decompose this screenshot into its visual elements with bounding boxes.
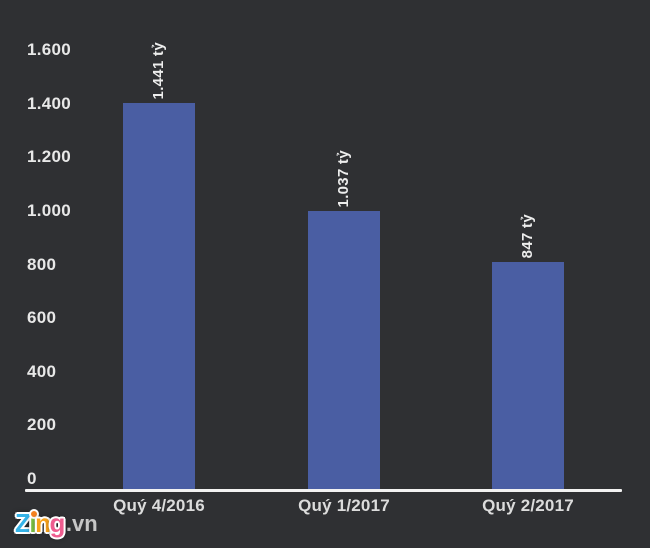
- y-axis-tick-label: 1.200: [27, 147, 72, 167]
- x-axis-label: Quý 1/2017: [298, 496, 390, 515]
- y-axis-tick-label: 600: [27, 308, 57, 328]
- logo-letter: g: [49, 508, 66, 538]
- y-axis-tick-label: 200: [27, 415, 57, 435]
- bar: [492, 262, 564, 489]
- zing-logo-suffix: .vn: [65, 511, 98, 536]
- bar: [123, 103, 195, 489]
- logo-letter: ı: [29, 508, 38, 538]
- zing-logo: Zı ng.vn: [15, 508, 98, 539]
- y-axis-tick-label: 1.400: [27, 93, 72, 113]
- y-axis-tick-label: 400: [27, 361, 57, 381]
- logo-letter: Z: [15, 508, 31, 538]
- y-axis-tick-label: 800: [27, 254, 57, 274]
- zing-logo-letters: Zı ng: [15, 508, 66, 538]
- bar-value-label: 1.441 tỷ: [150, 41, 167, 99]
- x-axis-line: [25, 489, 622, 492]
- bar: [308, 211, 380, 489]
- logo-letter-i-dot-icon: [31, 511, 38, 517]
- x-axis-label: Quý 4/2016: [113, 496, 205, 515]
- x-axis-label: Quý 2/2017: [482, 496, 574, 515]
- logo-letter: n: [35, 508, 51, 538]
- bar-value-label: 1.037 tỷ: [335, 149, 352, 207]
- y-axis-tick-label: 1.600: [27, 40, 72, 59]
- y-axis-tick-label: 1.000: [27, 200, 72, 220]
- y-axis-tick-label: 0: [27, 469, 37, 488]
- bar-value-label: 847 tỷ: [519, 213, 536, 258]
